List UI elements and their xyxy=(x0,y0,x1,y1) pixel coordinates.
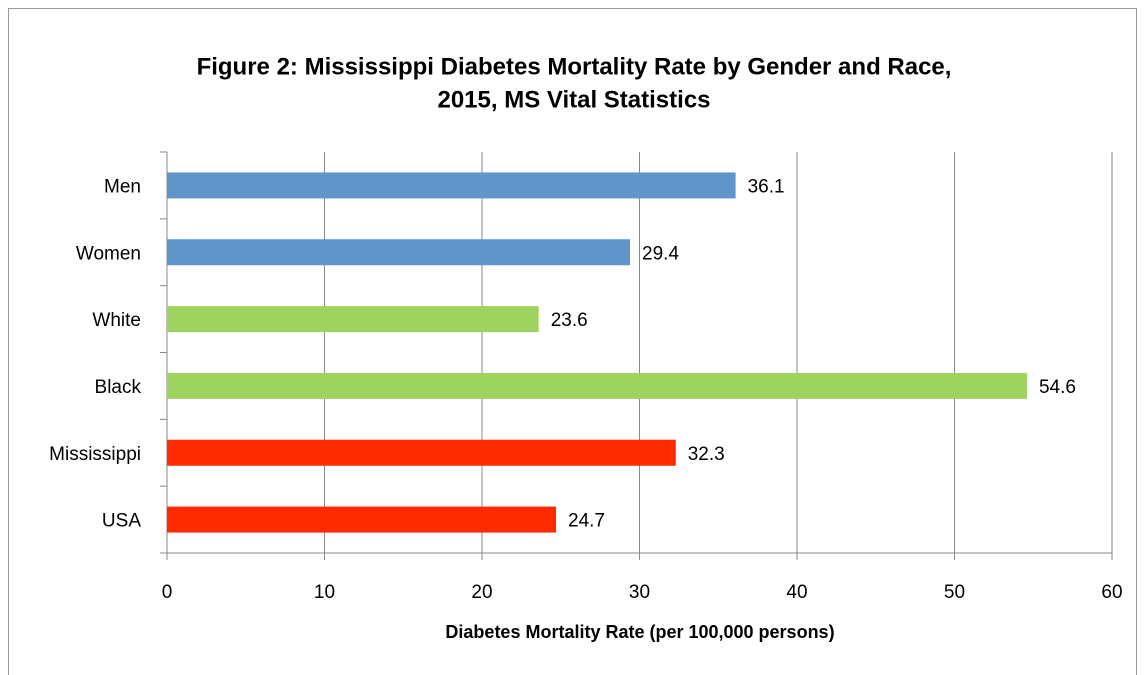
data-label: 32.3 xyxy=(688,444,725,465)
chart-frame xyxy=(8,8,1137,675)
data-label: 29.4 xyxy=(642,243,679,264)
x-tick-label: 60 xyxy=(1101,582,1122,603)
x-tick-label: 30 xyxy=(629,582,650,603)
data-label: 36.1 xyxy=(748,176,785,197)
data-label: 23.6 xyxy=(551,310,588,331)
y-tick-label: Black xyxy=(95,377,142,398)
bar xyxy=(167,439,676,466)
y-tick-label: White xyxy=(92,310,141,331)
x-tick-label: 0 xyxy=(162,582,173,603)
x-tick-label: 10 xyxy=(314,582,335,603)
y-tick-label: Men xyxy=(104,176,141,197)
data-label: 54.6 xyxy=(1039,377,1076,398)
x-tick-label: 50 xyxy=(944,582,965,603)
chart-title: Figure 2: Mississippi Diabetes Mortality… xyxy=(197,53,952,80)
bar xyxy=(167,306,539,333)
chart-title: 2015, MS Vital Statistics xyxy=(437,86,710,113)
y-tick-label: Mississippi xyxy=(49,444,141,465)
x-axis-title: Diabetes Mortality Rate (per 100,000 per… xyxy=(445,622,834,642)
bar xyxy=(167,372,1027,399)
bar xyxy=(167,506,557,533)
bar xyxy=(167,239,631,266)
bar xyxy=(167,172,736,199)
y-tick-label: Women xyxy=(76,243,141,264)
x-tick-label: 40 xyxy=(786,582,807,603)
data-label: 24.7 xyxy=(568,511,605,532)
x-tick-label: 20 xyxy=(471,582,492,603)
y-tick-label: USA xyxy=(102,511,141,532)
